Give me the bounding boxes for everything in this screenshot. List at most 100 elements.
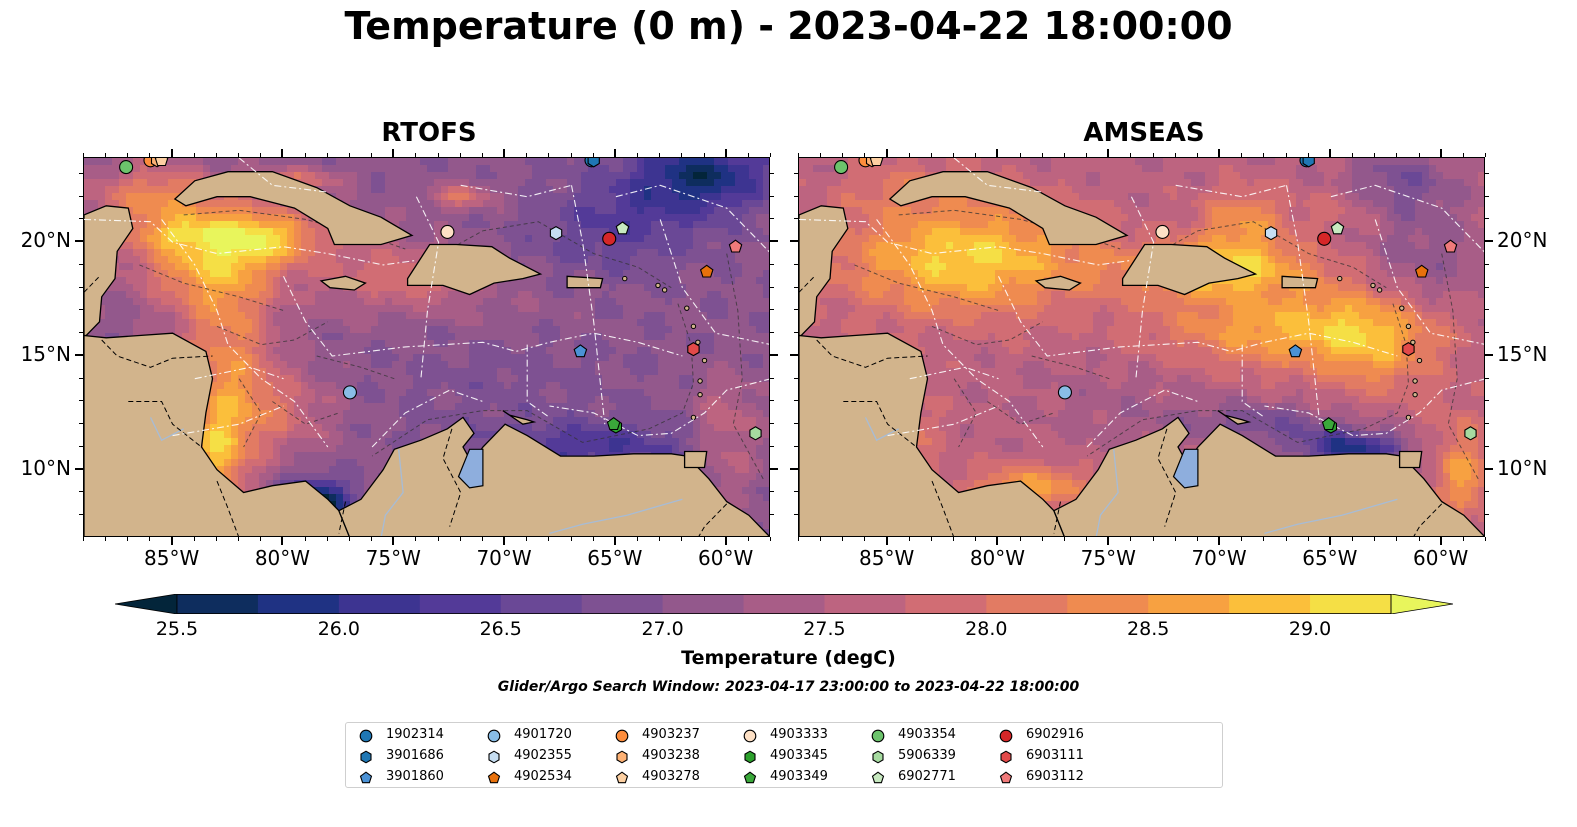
lon-tick xyxy=(885,537,888,545)
legend-item-3901686: 3901686 xyxy=(358,746,478,766)
lon-tick xyxy=(392,149,395,157)
float-marker-4903349 xyxy=(606,417,621,431)
map-panel-rtofs[interactable] xyxy=(83,157,770,537)
pentagon-marker-icon xyxy=(359,771,373,784)
float-marker-6903111 xyxy=(687,341,700,357)
lon-tick xyxy=(1218,537,1221,545)
rivers xyxy=(149,417,683,536)
map-panel-amseas[interactable] xyxy=(798,157,1485,537)
land-aruba xyxy=(1217,410,1252,425)
colorbar xyxy=(115,594,1453,614)
colorbar-segment xyxy=(1148,594,1230,614)
land-hispaniola xyxy=(1121,243,1258,296)
lon-tick-label: 60°W xyxy=(698,546,754,570)
circle-marker-icon xyxy=(359,729,373,743)
float-marker-4902355 xyxy=(1264,225,1278,241)
legend-label: 4903345 xyxy=(770,748,828,763)
colorbar-segment xyxy=(1310,594,1392,614)
lon-tick xyxy=(724,149,727,157)
colorbar-segment xyxy=(177,594,259,614)
colorbar-segment xyxy=(338,594,421,614)
legend-item-5906339: 5906339 xyxy=(870,746,990,766)
country-borders xyxy=(799,275,1443,536)
colorbar-tick-label: 26.5 xyxy=(479,618,522,640)
circle-marker-icon xyxy=(615,729,629,743)
lon-tick-label: 75°W xyxy=(1080,546,1136,570)
colorbar-extend-high xyxy=(1390,594,1453,614)
land-jamaica xyxy=(319,275,367,291)
colorbar-segment xyxy=(905,594,987,614)
legend-item-4903238: 4903238 xyxy=(614,746,734,766)
float-marker-3901860 xyxy=(1288,344,1303,358)
lon-tick xyxy=(281,149,284,157)
float-marker-6902771 xyxy=(1330,221,1345,235)
circle-marker-icon xyxy=(743,729,757,743)
colorbar-segment xyxy=(986,594,1068,614)
main-title: Temperature (0 m) - 2023-04-22 18:00:00 xyxy=(344,4,1233,48)
colorbar-tick-label: 28.5 xyxy=(1127,618,1170,640)
lake-maracaibo xyxy=(457,448,484,489)
colorbar-label: Temperature (degC) xyxy=(681,647,896,669)
legend-item-4902534: 4902534 xyxy=(486,767,606,787)
lon-tick-label: 85°W xyxy=(859,546,915,570)
lat-tick xyxy=(75,240,83,243)
colorbar-extend-low xyxy=(115,594,178,614)
lon-tick xyxy=(885,149,888,157)
float-marker-4902355 xyxy=(549,225,563,241)
lat-tick xyxy=(790,240,798,243)
search-window-text: Glider/Argo Search Window: 2023-04-17 23… xyxy=(497,679,1080,695)
legend-item-6902916: 6902916 xyxy=(998,725,1118,745)
colorbar-tick-label: 25.5 xyxy=(155,618,199,640)
legend-label: 4903278 xyxy=(642,769,700,784)
lon-tick-label: 65°W xyxy=(587,546,643,570)
land-aruba xyxy=(502,410,537,425)
legend-label: 4902534 xyxy=(514,769,572,784)
colorbar-segment xyxy=(662,594,745,614)
colorbar-ticks: 25.5 26.0 26.5 27.0 27.5 28.0 28.5 29.0 xyxy=(0,616,1577,646)
lat-tick xyxy=(1485,353,1493,356)
legend-label: 4901720 xyxy=(514,727,572,742)
legend-item-4903349: 4903349 xyxy=(742,767,862,787)
legend-item-3901860: 3901860 xyxy=(358,767,478,787)
lon-tick-label: 70°W xyxy=(476,546,532,570)
legend-item-4901720: 4901720 xyxy=(486,725,606,745)
hexagon-marker-icon xyxy=(744,750,756,764)
colorbar-segment xyxy=(1229,594,1311,614)
float-marker-4903354 xyxy=(119,160,134,175)
lat-tick xyxy=(1485,240,1493,243)
pentagon-marker-icon xyxy=(615,771,629,784)
lat-tick-label: 15°N xyxy=(20,341,71,366)
lon-tick xyxy=(170,149,173,157)
lon-tick xyxy=(1107,149,1110,157)
panel-title-rtofs: RTOFS xyxy=(381,118,477,148)
lon-tick xyxy=(1439,537,1442,545)
colorbar-segment xyxy=(581,594,664,614)
float-markers xyxy=(834,158,1477,441)
lat-tick xyxy=(1485,467,1493,470)
float-marker-4903278 xyxy=(869,158,884,167)
lat-tick-label: 10°N xyxy=(20,455,71,480)
lake-maracaibo xyxy=(1172,448,1199,489)
lat-tick xyxy=(790,467,798,470)
colorbar-tick-label: 29.0 xyxy=(1288,618,1332,640)
legend-label: 1902314 xyxy=(386,727,444,742)
float-marker-4901720 xyxy=(1057,385,1072,400)
land-trinidad xyxy=(1398,450,1423,469)
colorbar-tick-label: 27.5 xyxy=(803,618,846,640)
colorbar-segment xyxy=(257,594,340,614)
legend: 1902314 3901686 3901860 4901720 4902355 49025… xyxy=(345,722,1223,788)
legend-label: 4903237 xyxy=(642,727,700,742)
pentagon-marker-icon xyxy=(999,771,1013,784)
legend-label: 6903111 xyxy=(1026,748,1084,763)
legend-item-6903111: 6903111 xyxy=(998,746,1118,766)
lat-tick-label: 10°N xyxy=(1497,455,1548,480)
pentagon-marker-icon xyxy=(871,771,885,784)
lon-tick xyxy=(1107,537,1110,545)
pentagon-marker-icon xyxy=(487,771,501,784)
legend-label: 4903354 xyxy=(898,727,956,742)
lon-tick xyxy=(281,537,284,545)
land-cuba xyxy=(173,171,414,246)
float-marker-3901860 xyxy=(573,344,588,358)
lon-tick xyxy=(392,537,395,545)
land-cuba xyxy=(888,171,1129,246)
